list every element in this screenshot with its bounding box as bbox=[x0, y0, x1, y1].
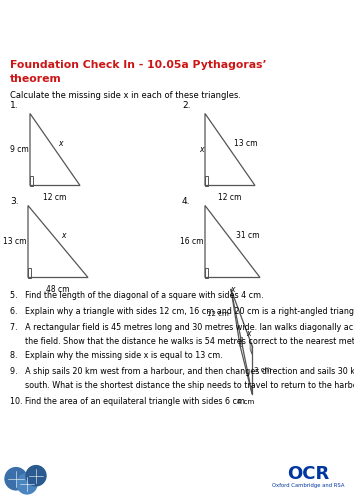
Text: Calculate the missing side x in each of these triangles.: Calculate the missing side x in each of … bbox=[10, 92, 241, 100]
FancyBboxPatch shape bbox=[269, 458, 347, 499]
Text: Oxford Cambridge and RSA: Oxford Cambridge and RSA bbox=[272, 484, 344, 488]
Text: x: x bbox=[199, 145, 204, 154]
Text: (9–1): (9–1) bbox=[57, 14, 82, 24]
Circle shape bbox=[17, 474, 37, 494]
Text: 4.: 4. bbox=[182, 198, 190, 206]
Text: MATHEMATICS: MATHEMATICS bbox=[12, 30, 201, 54]
Text: 6.   Explain why a triangle with sides 12 cm, 16 cm and 20 cm is a right-angled : 6. Explain why a triangle with sides 12 … bbox=[10, 308, 354, 316]
Text: GCSE: GCSE bbox=[12, 14, 53, 28]
Text: x: x bbox=[61, 231, 65, 240]
Text: 2.: 2. bbox=[182, 102, 190, 110]
Text: 12 cm: 12 cm bbox=[218, 194, 242, 202]
Text: 1.: 1. bbox=[10, 102, 19, 110]
Text: 9 cm: 9 cm bbox=[10, 145, 29, 154]
Text: x: x bbox=[230, 286, 235, 294]
Text: OCR: OCR bbox=[287, 464, 329, 482]
Text: south. What is the shortest distance the ship needs to travel to return to the h: south. What is the shortest distance the… bbox=[10, 380, 354, 390]
Text: 48 cm: 48 cm bbox=[46, 286, 70, 294]
Text: 7.   A rectangular field is 45 metres long and 30 metres wide. Ian walks diagona: 7. A rectangular field is 45 metres long… bbox=[10, 324, 354, 332]
Text: 10. Find the area of an equilateral triangle with sides 6 cm.: 10. Find the area of an equilateral tria… bbox=[10, 396, 247, 406]
Circle shape bbox=[26, 466, 46, 486]
Text: 3 cm: 3 cm bbox=[253, 366, 271, 372]
Text: 5.   Find the length of the diagonal of a square with sides 4 cm.: 5. Find the length of the diagonal of a … bbox=[10, 292, 264, 300]
Text: Foundation Check In - 10.05a Pythagoras’: Foundation Check In - 10.05a Pythagoras’ bbox=[10, 60, 267, 70]
Circle shape bbox=[5, 468, 27, 490]
Text: 13 cm: 13 cm bbox=[3, 237, 27, 246]
Text: 31 cm: 31 cm bbox=[236, 231, 260, 240]
Text: the field. Show that the distance he walks is 54 metres correct to the nearest m: the field. Show that the distance he wal… bbox=[10, 336, 354, 345]
Text: x: x bbox=[58, 139, 63, 148]
Text: 13 cm: 13 cm bbox=[234, 139, 257, 148]
Text: 12 cm: 12 cm bbox=[43, 194, 67, 202]
Text: 9.   A ship sails 20 km west from a harbour, and then changes direction and sail: 9. A ship sails 20 km west from a harbou… bbox=[10, 368, 354, 376]
Text: x: x bbox=[246, 329, 251, 338]
Text: 16 cm: 16 cm bbox=[180, 237, 204, 246]
Text: 4 cm: 4 cm bbox=[238, 400, 255, 406]
Text: 8.   Explain why the missing side x is equal to 13 cm.: 8. Explain why the missing side x is equ… bbox=[10, 352, 223, 360]
Text: 12 cm: 12 cm bbox=[207, 310, 229, 316]
Text: theorem: theorem bbox=[10, 74, 62, 85]
Text: 3.: 3. bbox=[10, 198, 19, 206]
